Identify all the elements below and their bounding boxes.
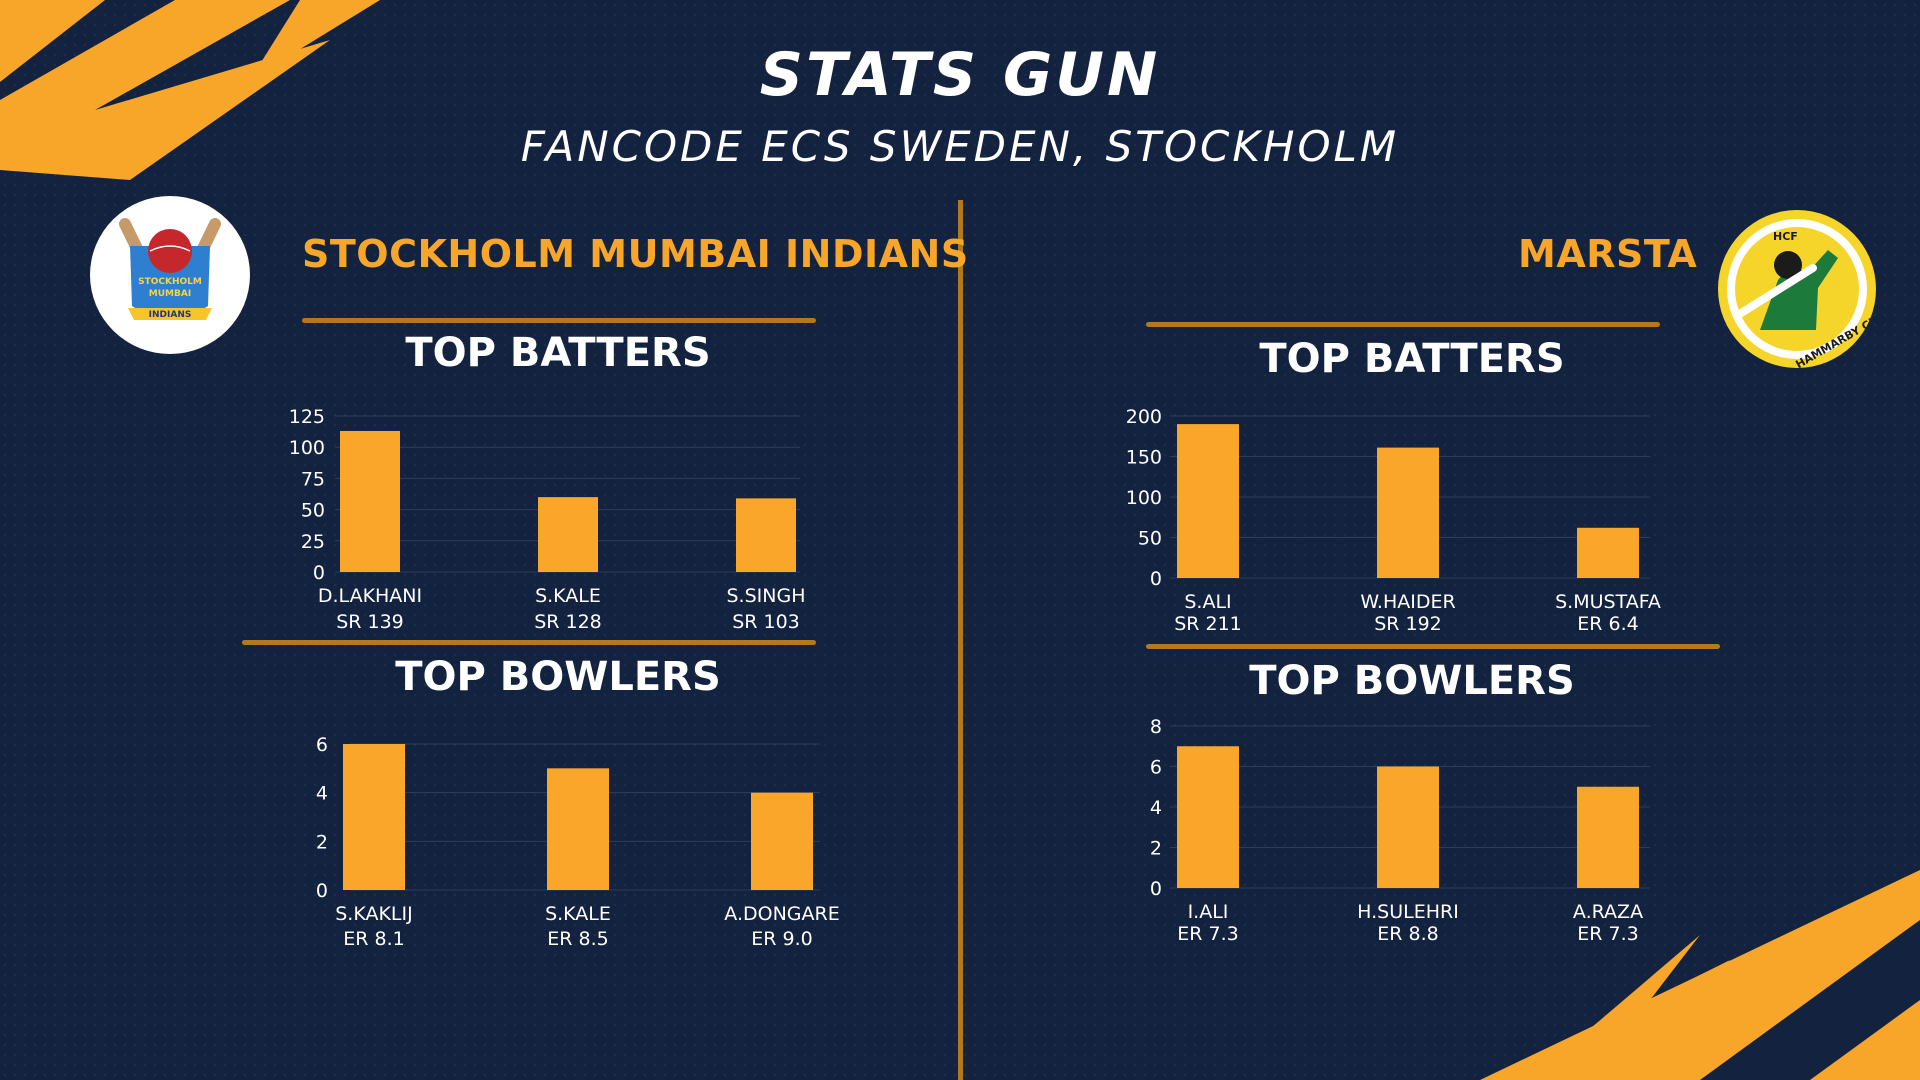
- left-batters-x-label: S.SINGH: [727, 585, 806, 607]
- right-bowlers-y-tick-label: 0: [1150, 878, 1162, 900]
- left-bowlers-x-sublabel: ER 9.0: [751, 928, 812, 950]
- right-section-divider: [1146, 644, 1720, 649]
- right-bowlers-bar: [1577, 786, 1639, 888]
- right-bowlers-x-sublabel: ER 8.8: [1377, 923, 1438, 945]
- right-batters-x-sublabel: ER 6.4: [1577, 613, 1638, 635]
- right-team-underline: [1146, 322, 1660, 327]
- right-batters-x-sublabel: SR 192: [1374, 613, 1442, 635]
- right-batters-y-tick-label: 0: [1150, 568, 1162, 590]
- svg-text:STOCKHOLM: STOCKHOLM: [138, 277, 202, 287]
- right-batters-bar: [1577, 527, 1639, 578]
- right-bowlers-bar: [1377, 766, 1439, 888]
- center-divider: [958, 200, 963, 1080]
- right-bowlers-x-label: A.RAZA: [1573, 901, 1643, 923]
- left-batters-y-tick-label: 0: [313, 562, 325, 584]
- left-team-name: STOCKHOLM MUMBAI INDIANS: [302, 232, 969, 276]
- page-title: STATS GUN: [759, 40, 1161, 110]
- right-batters-y-tick-label: 100: [1126, 487, 1162, 509]
- left-bowlers-x-label: S.KAKLIJ: [335, 903, 412, 925]
- left-batters-y-tick-label: 25: [301, 531, 325, 553]
- left-bowlers-y-tick-label: 4: [316, 783, 328, 805]
- svg-text:INDIANS: INDIANS: [149, 310, 192, 320]
- right-bowlers-x-label: H.SULEHRI: [1357, 901, 1459, 923]
- left-bowlers-x-sublabel: ER 8.1: [343, 928, 404, 950]
- right-bowlers-y-tick-label: 8: [1150, 716, 1162, 738]
- right-batters-title: TOP BATTERS: [1259, 336, 1565, 382]
- left-batters-bar: [340, 430, 400, 572]
- left-bowlers-y-tick-label: 0: [316, 880, 328, 902]
- left-bowlers-x-sublabel: ER 8.5: [547, 928, 608, 950]
- left-bowlers-title: TOP BOWLERS: [395, 654, 721, 700]
- right-bowlers-y-tick-label: 4: [1150, 797, 1162, 819]
- right-batters-y-tick-label: 50: [1138, 528, 1162, 550]
- left-bowlers-x-label: A.DONGARE: [724, 903, 839, 925]
- left-bowlers-bar: [343, 744, 405, 890]
- right-bowlers-x-sublabel: ER 7.3: [1577, 923, 1638, 945]
- right-batters-bar: [1177, 424, 1239, 578]
- left-batters-x-label: S.KALE: [535, 585, 601, 607]
- left-bowlers-bar: [547, 768, 609, 890]
- right-batters-x-label: S.ALI: [1184, 591, 1231, 613]
- right-bowlers-y-tick-label: 6: [1150, 757, 1162, 779]
- right-batters-x-label: W.HAIDER: [1360, 591, 1455, 613]
- left-batters-bar: [538, 497, 598, 572]
- left-batters-y-tick-label: 50: [301, 500, 325, 522]
- svg-text:MUMBAI: MUMBAI: [149, 289, 191, 299]
- right-bowlers-x-label: I.ALI: [1188, 901, 1229, 923]
- left-batters-x-label: D.LAKHANI: [318, 585, 422, 607]
- right-batters-y-tick-label: 150: [1126, 447, 1162, 469]
- right-bowlers-y-tick-label: 2: [1150, 838, 1162, 860]
- left-batters-x-sublabel: SR 103: [732, 611, 800, 633]
- stockholm-mumbai-indians-logo: STOCKHOLM MUMBAI INDIANS: [90, 196, 250, 354]
- left-section-divider: [242, 640, 816, 645]
- right-batters-y-tick-label: 200: [1126, 406, 1162, 428]
- left-bowlers-y-tick-label: 2: [316, 831, 328, 853]
- right-batters-x-sublabel: SR 211: [1174, 613, 1242, 635]
- right-bowlers-x-sublabel: ER 7.3: [1177, 923, 1238, 945]
- left-batters-y-tick-label: 100: [289, 437, 325, 459]
- right-bowlers-bar: [1177, 746, 1239, 888]
- right-bowlers-title: TOP BOWLERS: [1249, 658, 1575, 704]
- marsta-hammarby-logo: HCF HAMMARBY CF: [1718, 210, 1876, 368]
- page-subtitle: FANCODE ECS SWEDEN, STOCKHOLM: [520, 122, 1400, 171]
- left-bowlers-x-label: S.KALE: [545, 903, 611, 925]
- left-batters-bar: [736, 498, 796, 572]
- right-batters-bar: [1377, 447, 1439, 578]
- left-bowlers-y-tick-label: 6: [316, 734, 328, 756]
- left-batters-x-sublabel: SR 139: [336, 611, 404, 633]
- left-batters-y-tick-label: 125: [289, 406, 325, 428]
- right-team-name: MARSTA: [1518, 232, 1698, 276]
- left-bowlers-bar: [751, 792, 813, 890]
- svg-text:HCF: HCF: [1773, 230, 1798, 243]
- right-batters-x-label: S.MUSTAFA: [1555, 591, 1661, 613]
- left-batters-x-sublabel: SR 128: [534, 611, 602, 633]
- left-batters-y-tick-label: 75: [301, 468, 325, 490]
- left-batters-title: TOP BATTERS: [405, 330, 711, 376]
- left-team-underline: [302, 318, 816, 323]
